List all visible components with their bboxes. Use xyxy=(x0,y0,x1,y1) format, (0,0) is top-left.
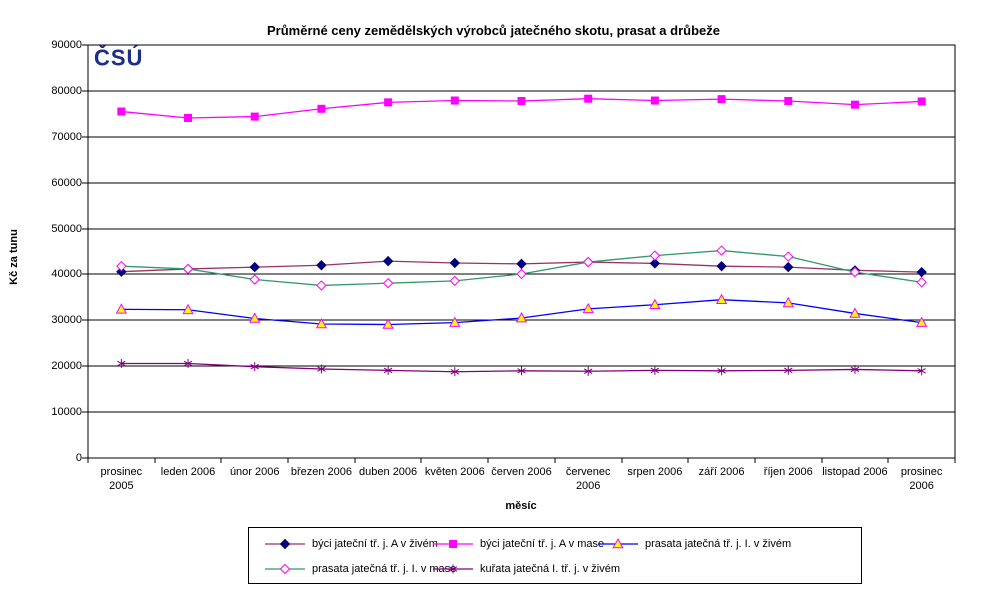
y-tick-label: 20000 xyxy=(51,360,82,373)
x-tick-label: únor 2006 xyxy=(229,466,280,478)
x-tick-label: červen 2006 xyxy=(491,466,552,478)
x-tick-label: březen 2006 xyxy=(290,466,352,478)
y-tick-label: 10000 xyxy=(51,406,82,419)
chart-title: Průměrné ceny zemědělských výrobců jateč… xyxy=(266,23,720,38)
legend: býci jateční tř. j. A v živém býci jatečn… xyxy=(248,527,862,584)
x-tick-label: prosinec 2005 xyxy=(100,466,143,492)
x-tick-label: duben 2006 xyxy=(359,466,418,478)
y-tick-label: 30000 xyxy=(51,314,82,327)
legend-item-label: prasata jatečná tř. j. I. v mase xyxy=(312,563,457,575)
x-tick-label: prosinec 2006 xyxy=(900,466,943,492)
legend-marker-icon xyxy=(265,538,305,550)
x-tick-label: listopad 2006 xyxy=(822,466,888,478)
y-tick-label: 40000 xyxy=(51,268,82,281)
legend-item: kuřata jatečná I. tř. j. v živém xyxy=(431,561,620,577)
x-tick-label: září 2006 xyxy=(698,466,745,478)
y-tick-label: 70000 xyxy=(51,130,82,143)
legend-item-label: býci jateční tř. j. A v mase xyxy=(480,538,605,550)
csu-logo: ČSÚ xyxy=(94,44,144,71)
legend-item: býci jateční tř. j. A v mase xyxy=(431,536,604,552)
legend-marker-icon xyxy=(433,564,473,574)
x-axis-title: měsíc xyxy=(505,500,537,512)
legend-item-label: kuřata jatečná I. tř. j. v živém xyxy=(480,563,620,575)
x-tick-label: červenec 2006 xyxy=(565,466,611,492)
legend-item: prasata jatečná tř. j. I. v živém xyxy=(596,536,791,552)
x-tick-label: srpen 2006 xyxy=(627,466,683,478)
y-tick-label: 80000 xyxy=(51,84,82,97)
legend-marker-icon xyxy=(598,537,638,549)
legend-item-label: býci jateční tř. j. A v živém xyxy=(312,538,438,550)
y-tick-label: 90000 xyxy=(51,39,82,51)
y-tick-label: 0 xyxy=(75,452,82,464)
legend-marker-icon xyxy=(433,540,473,548)
y-tick-label: 60000 xyxy=(51,176,82,189)
legend-item: býci jateční tř. j. A v živém xyxy=(263,536,438,552)
y-tick-label: 50000 xyxy=(51,222,82,235)
legend-item: prasata jatečná tř. j. I. v mase xyxy=(263,561,456,577)
y-axis-title: Kč za tunu xyxy=(8,229,20,285)
legend-item-label: prasata jatečná tř. j. I. v živém xyxy=(645,538,792,550)
x-tick-label: říjen 2006 xyxy=(763,466,813,478)
x-tick-label: leden 2006 xyxy=(160,466,216,478)
x-tick-label: květen 2006 xyxy=(424,466,485,478)
legend-marker-icon xyxy=(265,563,305,575)
